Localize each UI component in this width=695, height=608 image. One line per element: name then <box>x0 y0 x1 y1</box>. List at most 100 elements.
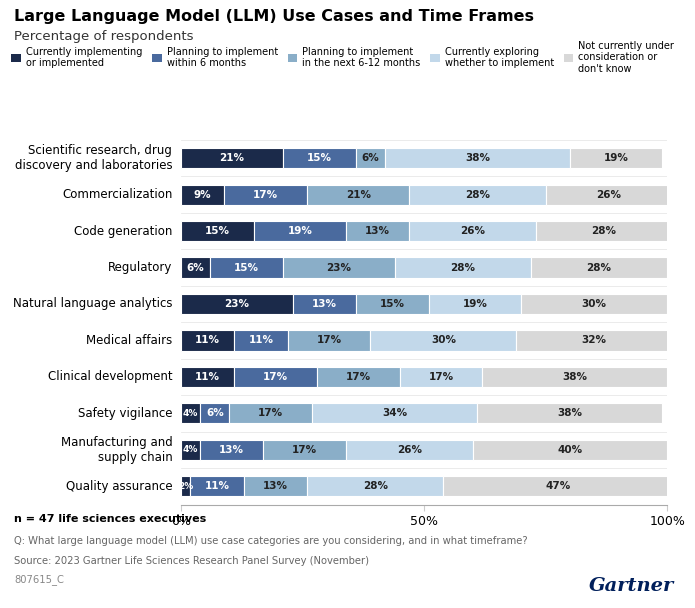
Text: 11%: 11% <box>205 482 229 491</box>
Text: 807615_C: 807615_C <box>14 575 64 586</box>
Text: 2%: 2% <box>178 482 193 491</box>
Text: 38%: 38% <box>557 409 582 418</box>
Text: 40%: 40% <box>557 445 582 455</box>
Text: 15%: 15% <box>234 263 259 272</box>
Text: 28%: 28% <box>450 263 475 272</box>
Text: 21%: 21% <box>220 153 244 163</box>
Text: 30%: 30% <box>582 299 607 309</box>
Text: 11%: 11% <box>195 336 220 345</box>
Text: 4%: 4% <box>183 409 198 418</box>
Legend: Currently implementing
or implemented, Planning to implement
within 6 months, Pl: Currently implementing or implemented, P… <box>11 41 674 74</box>
Text: 15%: 15% <box>205 226 229 236</box>
Text: 17%: 17% <box>263 372 288 382</box>
Bar <box>181 294 293 314</box>
Bar <box>409 221 536 241</box>
Bar <box>570 148 662 168</box>
Text: 11%: 11% <box>195 372 220 382</box>
Bar <box>356 148 385 168</box>
Bar <box>244 477 307 496</box>
Text: Gartner: Gartner <box>589 576 674 595</box>
Text: 47%: 47% <box>545 482 571 491</box>
Text: 13%: 13% <box>366 226 390 236</box>
Text: 28%: 28% <box>591 226 616 236</box>
Bar <box>346 440 473 460</box>
Text: 4%: 4% <box>183 446 198 454</box>
Text: 38%: 38% <box>465 153 490 163</box>
Bar <box>234 330 288 350</box>
Text: 6%: 6% <box>361 153 379 163</box>
Bar <box>288 330 370 350</box>
Text: 17%: 17% <box>428 372 454 382</box>
Bar <box>181 477 190 496</box>
Text: 9%: 9% <box>194 190 211 199</box>
Bar <box>546 185 672 204</box>
Text: 13%: 13% <box>312 299 336 309</box>
Text: 13%: 13% <box>263 482 288 491</box>
Bar <box>283 148 356 168</box>
Text: 17%: 17% <box>316 336 342 345</box>
Bar <box>283 258 395 277</box>
Bar <box>181 221 254 241</box>
Text: 26%: 26% <box>596 190 621 199</box>
Bar <box>234 367 317 387</box>
Bar <box>254 221 346 241</box>
Bar <box>482 367 667 387</box>
Text: 34%: 34% <box>382 409 407 418</box>
Bar <box>181 148 283 168</box>
Bar <box>293 294 356 314</box>
Text: Percentage of respondents: Percentage of respondents <box>14 30 193 43</box>
Bar <box>307 477 443 496</box>
Text: 15%: 15% <box>307 153 332 163</box>
Bar <box>263 440 346 460</box>
Bar <box>536 221 672 241</box>
Bar <box>210 258 283 277</box>
Text: n = 47 life sciences executives: n = 47 life sciences executives <box>14 514 206 523</box>
Bar <box>346 221 409 241</box>
Bar <box>312 404 477 423</box>
Text: 17%: 17% <box>253 190 279 199</box>
Bar <box>181 258 210 277</box>
Bar <box>400 367 482 387</box>
Text: Source: 2023 Gartner Life Sciences Research Panel Survey (November): Source: 2023 Gartner Life Sciences Resea… <box>14 556 369 566</box>
Bar <box>181 404 200 423</box>
Text: 28%: 28% <box>363 482 388 491</box>
Bar <box>429 294 521 314</box>
Text: 23%: 23% <box>224 299 249 309</box>
Bar <box>181 440 200 460</box>
Text: 38%: 38% <box>562 372 587 382</box>
Text: 19%: 19% <box>604 153 628 163</box>
Text: 6%: 6% <box>206 409 224 418</box>
Bar <box>385 148 570 168</box>
Bar <box>200 404 229 423</box>
Text: 28%: 28% <box>465 190 490 199</box>
Text: 6%: 6% <box>186 263 204 272</box>
Bar <box>224 185 307 204</box>
Text: 17%: 17% <box>292 445 318 455</box>
Text: 13%: 13% <box>220 445 244 455</box>
Text: 17%: 17% <box>345 372 371 382</box>
Text: 23%: 23% <box>327 263 351 272</box>
Bar <box>443 477 672 496</box>
Text: 21%: 21% <box>346 190 370 199</box>
Bar <box>477 404 662 423</box>
Text: 11%: 11% <box>249 336 273 345</box>
Text: Q: What large language model (LLM) use case categories are you considering, and : Q: What large language model (LLM) use c… <box>14 536 528 546</box>
Bar <box>531 258 667 277</box>
Text: 28%: 28% <box>587 263 612 272</box>
Text: 26%: 26% <box>460 226 485 236</box>
Bar <box>356 294 429 314</box>
Bar <box>516 330 672 350</box>
Bar <box>181 185 224 204</box>
Text: 17%: 17% <box>258 409 284 418</box>
Bar <box>181 367 234 387</box>
Bar <box>190 477 244 496</box>
Bar <box>307 185 409 204</box>
Text: 19%: 19% <box>288 226 312 236</box>
Bar <box>181 330 234 350</box>
Text: 19%: 19% <box>463 299 487 309</box>
Bar <box>409 185 546 204</box>
Bar <box>521 294 667 314</box>
Bar <box>473 440 667 460</box>
Bar <box>229 404 312 423</box>
Text: 30%: 30% <box>431 336 456 345</box>
